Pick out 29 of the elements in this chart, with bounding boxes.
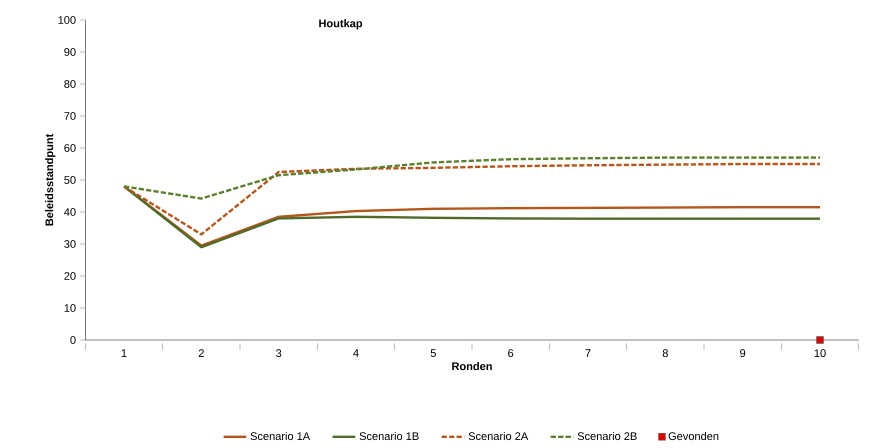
legend-label: Scenario 2A (468, 432, 528, 440)
y-tick-label: 30 (64, 240, 76, 248)
x-axis-title: Ronden (452, 362, 492, 370)
x-tick-label: 6 (508, 349, 514, 358)
x-tick-label: 1 (122, 349, 127, 357)
y-tick-label: 20 (64, 272, 76, 280)
y-tick-label: 90 (64, 48, 76, 56)
x-tick-label: 3 (276, 349, 282, 358)
x-tick-label: 2 (198, 349, 204, 357)
x-tick-label: 5 (430, 349, 436, 357)
y-tick-label: 100 (58, 16, 76, 24)
y-tick-label: 40 (64, 208, 76, 216)
x-tick-label: 8 (662, 349, 668, 358)
legend-label: Scenario 1B (360, 432, 419, 440)
y-tick-label: 60 (64, 144, 76, 152)
y-axis-title: Beleidsstandpunt (45, 134, 56, 226)
x-tick-label: 10 (814, 349, 826, 358)
legend-label: Gevonden (668, 432, 718, 440)
y-tick-label: 10 (64, 304, 76, 312)
y-tick-label: 70 (64, 112, 76, 120)
legend-label: Scenario 1A (250, 432, 310, 440)
legend-label: Scenario 2B (578, 432, 637, 440)
chart-title: Houtkap (319, 19, 362, 30)
y-tick-label: 80 (64, 80, 76, 88)
x-tick-label: 9 (740, 349, 746, 358)
y-tick-label: 50 (64, 176, 76, 184)
y-tick-label: 0 (70, 336, 76, 344)
x-tick-label: 4 (353, 349, 359, 357)
x-tick-label: 7 (586, 349, 591, 357)
